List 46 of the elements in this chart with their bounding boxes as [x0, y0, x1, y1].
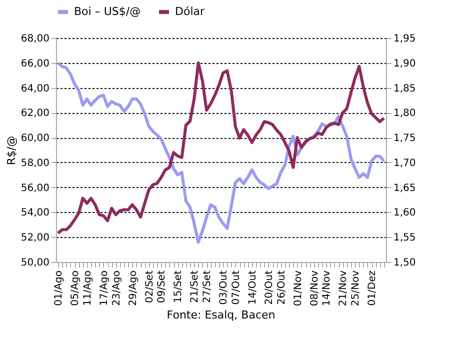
y-tick-label: 58,00 — [20, 158, 50, 169]
y-tick-label: 50,00 — [20, 258, 50, 268]
y2-tick-label: 1,90 — [394, 58, 416, 70]
y-tick-label: 56,00 — [20, 182, 50, 194]
x-tick-label: 29/Ago — [128, 270, 139, 306]
y2-tick-label: 1,75 — [394, 133, 416, 144]
y-axis-title: R$/@ — [4, 136, 18, 166]
y2-tick-label: 1,60 — [394, 208, 416, 219]
source-note: Fonte: Esalq, Bacen — [166, 308, 276, 322]
x-tick-label: 01/Ago — [54, 270, 65, 306]
x-tick-label: 07/Out — [230, 270, 242, 305]
y2-tick-label: 1,50 — [394, 258, 416, 268]
y-tick-label: 64,00 — [20, 83, 50, 94]
x-tick-label: 09/Set — [156, 270, 168, 304]
x-tick-label: 05/Ago — [70, 270, 82, 306]
x-tick-label: 26/Out — [276, 270, 288, 305]
x-tick-label: 21/Set — [190, 270, 201, 304]
x-tick-label: 23/Ago — [111, 270, 122, 306]
y2-tick-label: 1,80 — [394, 108, 416, 120]
y-tick-label: 54,00 — [20, 208, 50, 219]
x-tick-label: 15/Set — [173, 270, 184, 304]
x-tick-label: 14/Out — [247, 270, 258, 305]
y-tick-label: 52,00 — [20, 232, 50, 244]
x-tick-label: 01/Dez — [367, 270, 378, 306]
y2-tick-label: 1,70 — [394, 158, 416, 169]
x-tick-label: 08/Nov — [309, 270, 320, 306]
x-tick-label: 14/Nov — [322, 270, 333, 306]
x-tick-label: 21/Nov — [338, 270, 350, 306]
x-tick-label: 17/Ago — [98, 270, 110, 306]
y-tick-label: 66,00 — [20, 58, 50, 70]
x-tick-label: 27/Set — [202, 270, 214, 304]
y-tick-label: 68,00 — [20, 34, 50, 44]
x-tick-label: 02/Set — [144, 270, 156, 304]
x-tick-label: 11/Ago — [82, 270, 94, 306]
x-tick-label: 25/Nov — [350, 270, 362, 306]
y2-tick-label: 1,65 — [394, 182, 416, 194]
y-tick-label: 62,00 — [20, 108, 50, 120]
x-tick-label: 20/Out — [264, 270, 275, 305]
x-tick-label: 03/Out — [218, 270, 230, 305]
y2-tick-label: 1,55 — [394, 232, 416, 244]
legend-label: Boi – US$/@ — [74, 5, 141, 18]
legend-label: Dólar — [175, 5, 205, 18]
y2-tick-label: 1,95 — [394, 34, 416, 44]
y2-tick-label: 1,85 — [394, 83, 416, 94]
x-tick-label: 01/Nov — [292, 270, 304, 306]
y-tick-label: 60,00 — [20, 133, 50, 144]
